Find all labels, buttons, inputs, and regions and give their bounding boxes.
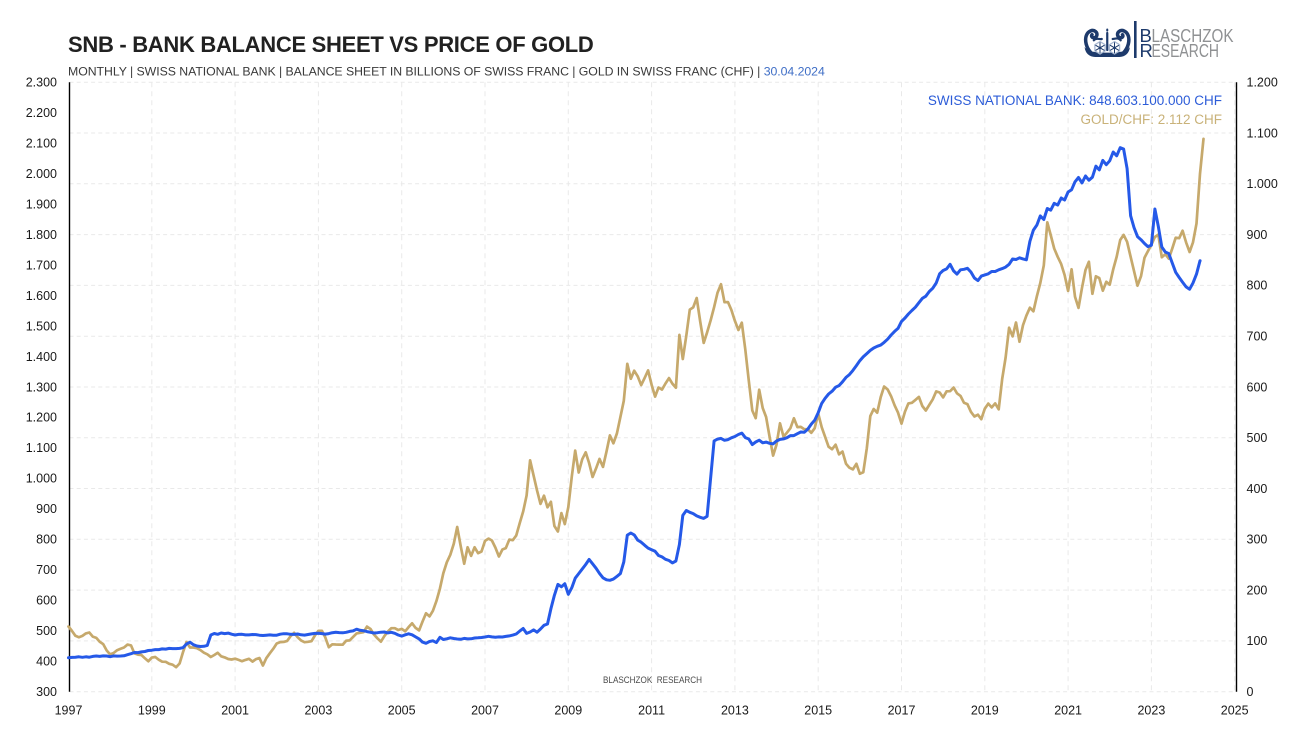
- svg-text:2015: 2015: [804, 704, 832, 718]
- svg-text:1.900: 1.900: [26, 197, 57, 211]
- svg-text:ESEARCH: ESEARCH: [1152, 41, 1220, 61]
- svg-text:1.400: 1.400: [26, 350, 57, 364]
- svg-text:1.300: 1.300: [26, 380, 57, 394]
- svg-text:1.200: 1.200: [1247, 76, 1278, 90]
- svg-text:300: 300: [1247, 533, 1268, 547]
- svg-text:2.200: 2.200: [26, 106, 57, 120]
- svg-text:GOLD/CHF: 2.112 CHF: GOLD/CHF: 2.112 CHF: [1080, 112, 1222, 127]
- svg-text:2025: 2025: [1221, 704, 1249, 718]
- svg-text:300: 300: [36, 685, 57, 699]
- svg-text:2017: 2017: [888, 704, 916, 718]
- svg-text:SNB - BANK BALANCE SHEET VS PR: SNB - BANK BALANCE SHEET VS PRICE OF GOL…: [68, 32, 594, 57]
- svg-text:400: 400: [1247, 482, 1268, 496]
- svg-text:LASCHZOK: LASCHZOK: [1152, 26, 1234, 46]
- svg-text:600: 600: [1247, 380, 1268, 394]
- svg-text:1.000: 1.000: [1247, 177, 1278, 191]
- svg-text:2007: 2007: [471, 704, 499, 718]
- svg-text:1.100: 1.100: [1247, 126, 1278, 140]
- svg-text:1.500: 1.500: [26, 319, 57, 333]
- svg-text:2011: 2011: [638, 704, 665, 718]
- svg-text:1997: 1997: [55, 704, 83, 718]
- svg-text:BLASCHZOK RESEARCH: BLASCHZOK RESEARCH: [603, 675, 702, 685]
- svg-text:2.000: 2.000: [26, 167, 57, 181]
- svg-text:R: R: [1140, 40, 1153, 61]
- svg-text:100: 100: [1247, 634, 1268, 648]
- svg-text:800: 800: [1247, 279, 1268, 293]
- svg-text:2013: 2013: [721, 704, 749, 718]
- svg-text:700: 700: [36, 563, 57, 577]
- svg-text:1999: 1999: [138, 704, 166, 718]
- svg-text:1.600: 1.600: [26, 289, 57, 303]
- svg-text:500: 500: [36, 624, 57, 638]
- svg-text:2021: 2021: [1054, 704, 1082, 718]
- svg-text:900: 900: [1247, 228, 1268, 242]
- svg-text:B: B: [1140, 25, 1152, 46]
- svg-text:2.100: 2.100: [26, 137, 57, 151]
- svg-text:2003: 2003: [304, 704, 332, 718]
- svg-text:2005: 2005: [388, 704, 416, 718]
- svg-text:500: 500: [1247, 431, 1268, 445]
- svg-text:MONTHLY | SWISS NATIONAL BANK: MONTHLY | SWISS NATIONAL BANK | BALANCE …: [68, 65, 825, 79]
- svg-text:800: 800: [36, 533, 57, 547]
- svg-text:2023: 2023: [1137, 704, 1165, 718]
- svg-text:700: 700: [1247, 330, 1268, 344]
- svg-text:2001: 2001: [221, 704, 249, 718]
- svg-text:1.100: 1.100: [26, 441, 57, 455]
- svg-text:1.000: 1.000: [26, 472, 57, 486]
- svg-text:0: 0: [1247, 685, 1254, 699]
- svg-text:200: 200: [1247, 583, 1268, 597]
- svg-text:2019: 2019: [971, 704, 999, 718]
- svg-text:2.300: 2.300: [26, 76, 57, 90]
- svg-text:SWISS NATIONAL BANK: 848.603.1: SWISS NATIONAL BANK: 848.603.100.000 CHF: [928, 93, 1222, 108]
- svg-text:600: 600: [36, 594, 57, 608]
- svg-text:1.800: 1.800: [26, 228, 57, 242]
- svg-text:1.700: 1.700: [26, 258, 57, 272]
- svg-text:400: 400: [36, 655, 57, 669]
- svg-text:900: 900: [36, 502, 57, 516]
- svg-text:1.200: 1.200: [26, 411, 57, 425]
- svg-text:2009: 2009: [554, 704, 582, 718]
